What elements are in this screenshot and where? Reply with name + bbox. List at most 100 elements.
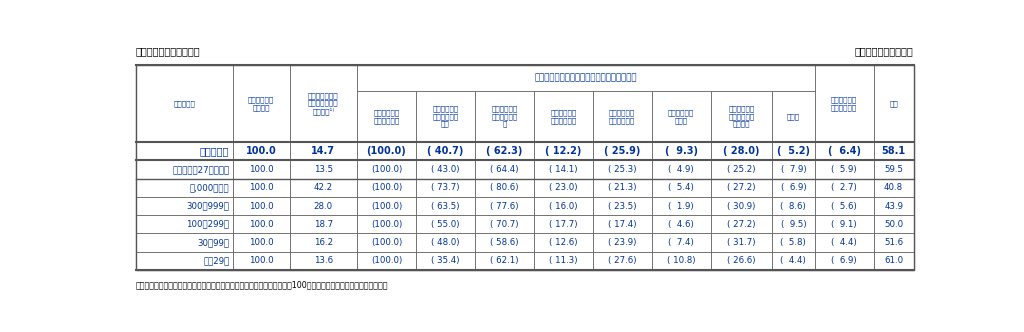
- Text: 42.2: 42.2: [313, 183, 333, 192]
- Text: ( 62.3): ( 62.3): [486, 146, 522, 156]
- Text: 職種　：　管理的な仕事: 職種 ： 管理的な仕事: [136, 46, 201, 56]
- Bar: [873, 142, 913, 160]
- Text: 総　　　数: 総 数: [200, 146, 229, 156]
- Text: (  7.9): ( 7.9): [780, 165, 806, 174]
- Text: 100.0: 100.0: [249, 220, 273, 229]
- Bar: [232, 160, 290, 179]
- Bar: [772, 91, 815, 142]
- Bar: [357, 179, 416, 197]
- Text: ( 23.0): ( 23.0): [549, 183, 578, 192]
- Text: 100.0: 100.0: [246, 146, 276, 156]
- Bar: [651, 233, 711, 252]
- Bar: [815, 142, 873, 160]
- Bar: [357, 197, 416, 215]
- Bar: [815, 215, 873, 233]
- Text: (100.0): (100.0): [367, 146, 407, 156]
- Text: ( 23.9): ( 23.9): [608, 238, 636, 247]
- Bar: [475, 160, 534, 179]
- Text: (  5.9): ( 5.9): [831, 165, 857, 174]
- Bar: [475, 91, 534, 142]
- Text: (  9.5): ( 9.5): [780, 220, 806, 229]
- Text: ５～29人: ５～29人: [203, 256, 229, 265]
- Text: ( 48.0): ( 48.0): [431, 238, 460, 247]
- Bar: [651, 142, 711, 160]
- Text: (  6.4): ( 6.4): [827, 146, 860, 156]
- Bar: [416, 142, 475, 160]
- Bar: [290, 160, 357, 179]
- Bar: [416, 179, 475, 197]
- Bar: [136, 252, 232, 270]
- Bar: [290, 233, 357, 252]
- Bar: [357, 65, 815, 91]
- Bar: [416, 233, 475, 252]
- Bar: [593, 215, 651, 233]
- Text: (  1.9): ( 1.9): [669, 202, 694, 210]
- Text: ( 23.5): ( 23.5): [608, 202, 637, 210]
- Text: ( 27.6): ( 27.6): [608, 256, 637, 265]
- Text: 16.2: 16.2: [313, 238, 333, 247]
- Bar: [232, 179, 290, 197]
- Text: ( 21.3): ( 21.3): [608, 183, 637, 192]
- Bar: [815, 179, 873, 197]
- Bar: [593, 179, 651, 197]
- Bar: [357, 233, 416, 252]
- Text: 40.8: 40.8: [884, 183, 903, 192]
- Bar: [416, 197, 475, 215]
- Bar: [232, 197, 290, 215]
- Text: 前回（平成27年）総数: 前回（平成27年）総数: [172, 165, 229, 174]
- Text: 幅広い人脈を
期待できるか
ら: 幅広い人脈を 期待できるか ら: [492, 106, 517, 127]
- Bar: [475, 252, 534, 270]
- Bar: [534, 160, 593, 179]
- Text: ( 16.0): ( 16.0): [549, 202, 578, 210]
- Text: (100.0): (100.0): [371, 220, 402, 229]
- Text: ( 11.3): ( 11.3): [549, 256, 578, 265]
- Text: ( 25.2): ( 25.2): [727, 165, 756, 174]
- Text: 該当する職種
での採用なし: 該当する職種 での採用なし: [830, 97, 857, 111]
- Bar: [136, 142, 232, 160]
- Text: ( 31.7): ( 31.7): [727, 238, 756, 247]
- Bar: [873, 65, 913, 142]
- Text: 13.5: 13.5: [313, 165, 333, 174]
- Bar: [815, 197, 873, 215]
- Bar: [711, 91, 772, 142]
- Text: 61.0: 61.0: [884, 256, 903, 265]
- Bar: [290, 252, 357, 270]
- Bar: [815, 233, 873, 252]
- Bar: [136, 233, 232, 252]
- Text: (  4.6): ( 4.6): [669, 220, 694, 229]
- Text: 28.0: 28.0: [313, 202, 333, 210]
- Bar: [711, 233, 772, 252]
- Bar: [290, 215, 357, 233]
- Text: (  4.4): ( 4.4): [831, 238, 857, 247]
- Bar: [475, 233, 534, 252]
- Text: (  4.4): ( 4.4): [780, 256, 806, 265]
- Text: 経験を活かし
即戦力になる
から: 経験を活かし 即戦力になる から: [432, 106, 459, 127]
- Text: ( 70.7): ( 70.7): [490, 220, 518, 229]
- Bar: [290, 65, 357, 142]
- Text: ( 10.8): ( 10.8): [667, 256, 695, 265]
- Text: ( 63.5): ( 63.5): [431, 202, 460, 210]
- Bar: [357, 91, 416, 142]
- Bar: [651, 252, 711, 270]
- Bar: [772, 160, 815, 179]
- Text: その他: その他: [786, 113, 800, 120]
- Text: (100.0): (100.0): [371, 165, 402, 174]
- Bar: [815, 65, 873, 142]
- Text: 注：１）（　　）内の数値は、該当する職種で転職者を採用した事業所を100とした割合である。以下の表も同様。: 注：１）（ ）内の数値は、該当する職種で転職者を採用した事業所を100とした割合…: [136, 280, 388, 289]
- Text: (100.0): (100.0): [371, 256, 402, 265]
- Bar: [357, 215, 416, 233]
- Bar: [475, 142, 534, 160]
- Bar: [232, 142, 290, 160]
- Text: ( 25.3): ( 25.3): [608, 165, 637, 174]
- Bar: [357, 142, 416, 160]
- Text: ( 30.9): ( 30.9): [727, 202, 756, 210]
- Text: 100.0: 100.0: [249, 165, 273, 174]
- Text: (  6.9): ( 6.9): [780, 183, 806, 192]
- Text: ( 27.2): ( 27.2): [727, 220, 756, 229]
- Text: (  9.3): ( 9.3): [665, 146, 697, 156]
- Bar: [873, 215, 913, 233]
- Text: 30～99人: 30～99人: [198, 238, 229, 247]
- Bar: [873, 179, 913, 197]
- Bar: [651, 91, 711, 142]
- Text: (  7.4): ( 7.4): [669, 238, 694, 247]
